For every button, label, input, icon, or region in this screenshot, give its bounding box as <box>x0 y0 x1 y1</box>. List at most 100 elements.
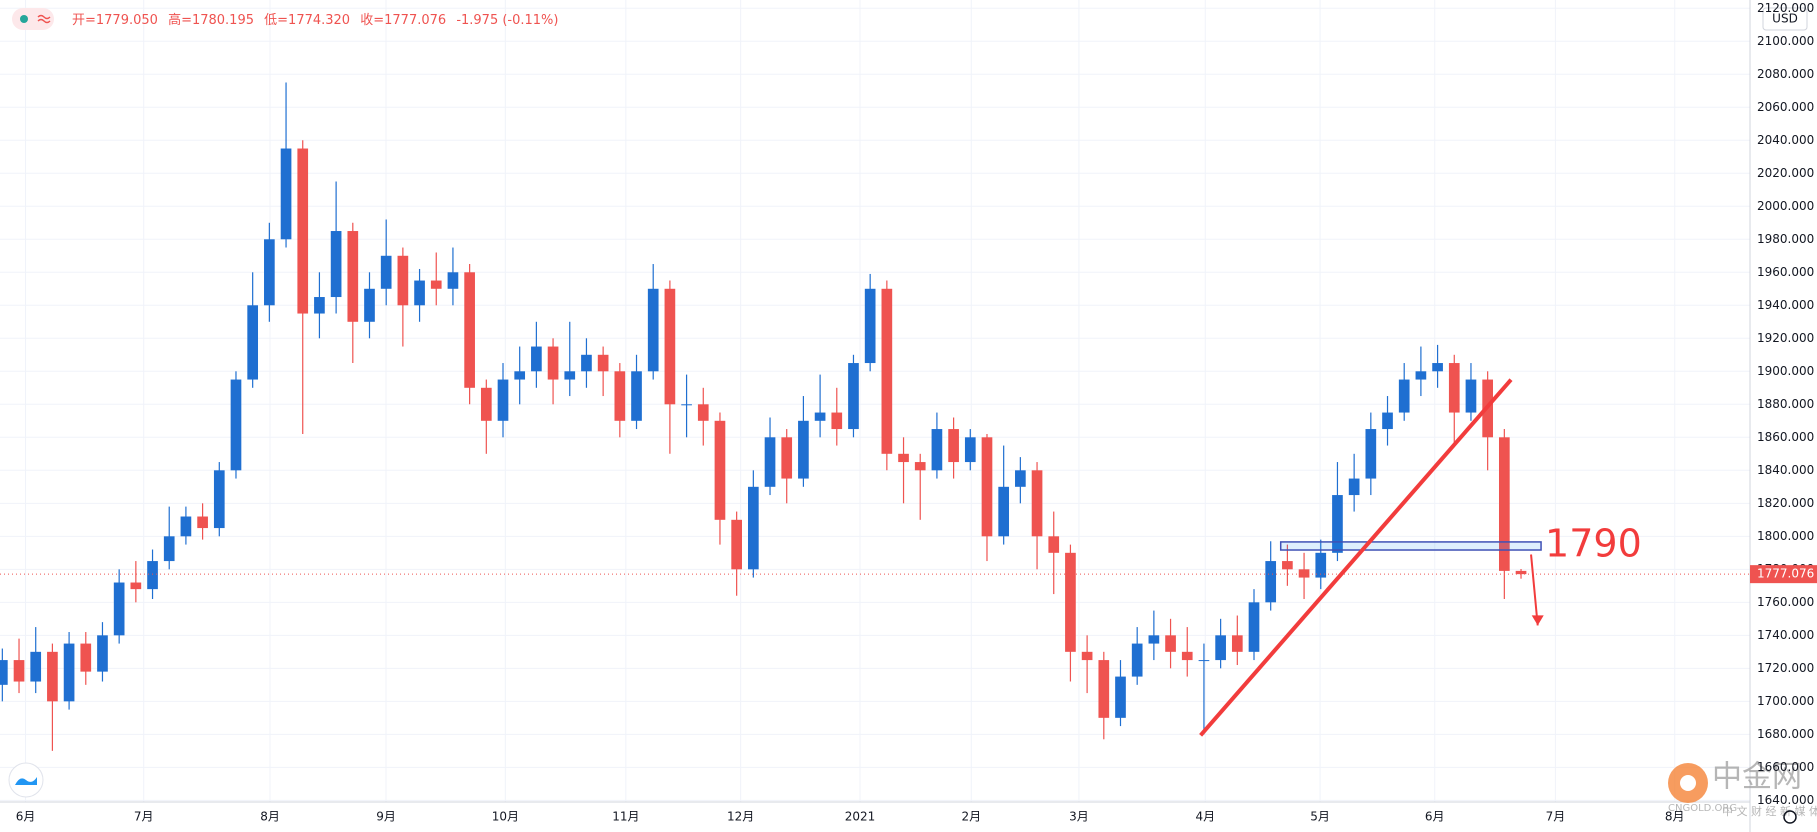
candle-body <box>264 239 275 306</box>
candle-body <box>297 148 309 314</box>
zone-label: 1790 <box>1545 521 1642 565</box>
status-pill[interactable] <box>12 8 54 30</box>
candle-body <box>197 516 208 529</box>
candle-body <box>380 255 392 289</box>
candle-body <box>831 412 843 430</box>
candle-body <box>1332 495 1343 553</box>
trend-line <box>1199 378 1513 737</box>
candle-body <box>914 462 926 471</box>
close-text: 收=1777.076 <box>360 13 446 28</box>
y-tick-label: 1660.000 <box>1757 760 1814 774</box>
y-tick-label: 2120.000 <box>1757 1 1814 15</box>
y-tick-label: 2020.000 <box>1757 166 1814 180</box>
candle-body <box>1432 363 1443 372</box>
settings-button[interactable] <box>1783 810 1797 824</box>
y-tick-label: 1820.000 <box>1757 496 1814 510</box>
y-tick-label: 2080.000 <box>1757 67 1814 81</box>
candle-body <box>547 346 559 380</box>
candle-body <box>814 412 826 421</box>
x-tick-label: 2月 <box>961 810 981 824</box>
candle-body <box>764 437 776 487</box>
x-tick-label: 8月 <box>260 810 280 824</box>
y-tick-label: 1880.000 <box>1757 397 1814 411</box>
candle-body <box>497 379 509 421</box>
watermark-slogan: 中 文 财 经 新 媒 体 <box>1722 804 1817 818</box>
y-tick-label: 1960.000 <box>1757 265 1814 279</box>
x-tick-label: 7月 <box>1546 810 1566 824</box>
y-tick-label: 1940.000 <box>1757 298 1814 312</box>
logo <box>8 762 44 798</box>
candle-body <box>631 371 642 421</box>
y-tick-label: 1680.000 <box>1757 727 1814 741</box>
currency-button[interactable]: USD <box>1762 7 1808 31</box>
candle-body <box>1081 651 1093 661</box>
y-tick-label: 2100.000 <box>1757 34 1814 48</box>
candle-body <box>1165 635 1176 652</box>
candle-body <box>1248 602 1260 652</box>
candle-body <box>430 280 442 289</box>
candle-body <box>1282 561 1293 570</box>
candle-body <box>414 280 425 306</box>
candle-body <box>0 660 8 685</box>
candle-body <box>898 453 909 463</box>
candle-body <box>180 516 192 537</box>
candle-body <box>1231 635 1243 652</box>
last-price-label: 1777.076 <box>1757 567 1814 581</box>
currency-label[interactable]: USD <box>1772 12 1798 26</box>
y-tick-label: 1640.000 <box>1757 793 1814 807</box>
y-tick-label: 1860.000 <box>1757 430 1814 444</box>
high-text: 高=1780.195 <box>168 12 254 28</box>
low-text: 低=1774.320 <box>264 13 350 28</box>
y-tick-label: 1840.000 <box>1757 463 1814 477</box>
candle-body <box>464 272 475 388</box>
x-tick-label: 5月 <box>1310 810 1330 824</box>
y-tick-label: 1900.000 <box>1757 364 1814 378</box>
candle-body <box>781 437 793 479</box>
candle-body <box>697 404 709 421</box>
candle-body <box>13 660 25 682</box>
candle-body <box>964 437 976 463</box>
candle-body <box>147 561 158 590</box>
candle-body <box>1181 651 1193 661</box>
candle-body <box>714 420 726 520</box>
candle-body <box>1265 561 1277 603</box>
candle-body <box>1198 660 1210 662</box>
candle-body <box>314 297 325 314</box>
candle-body <box>1065 552 1076 652</box>
header: 开=1779.050 高=1780.195 低=1774.320 收=1777.… <box>12 8 558 30</box>
arrow-shaft <box>1530 554 1539 626</box>
candle-body <box>531 346 542 372</box>
currency-box[interactable] <box>1762 7 1808 31</box>
candle-body <box>1048 536 1060 553</box>
candle-body <box>1315 552 1327 578</box>
y-tick-label: 1800.000 <box>1757 529 1814 543</box>
candle-body <box>364 288 375 322</box>
candle-body <box>1348 478 1360 496</box>
y-tick-label: 2000.000 <box>1757 199 1814 213</box>
candle-body <box>1148 635 1160 644</box>
candle-body <box>1498 437 1510 571</box>
candle-body <box>1298 569 1310 578</box>
candle-body <box>848 363 859 430</box>
candle-body <box>681 404 692 406</box>
watermark: 中金网 CNGOLD.ORG 中 文 财 经 新 媒 体 <box>1668 760 1817 818</box>
candle-body <box>230 379 242 471</box>
candle-body <box>397 255 409 306</box>
candle-body <box>1515 570 1527 575</box>
candle-body <box>581 354 592 372</box>
candle-body <box>163 536 175 562</box>
candle-body <box>998 486 1010 537</box>
x-tick-label: 6月 <box>1425 810 1445 824</box>
watermark-site: CNGOLD.ORG <box>1668 803 1737 814</box>
candle-body <box>1031 470 1043 537</box>
candle-body <box>330 231 342 298</box>
x-tick-label: 11月 <box>612 810 639 824</box>
candle-body <box>647 288 659 372</box>
candle-body <box>97 635 108 672</box>
open-text: 开=1779.050 <box>72 13 158 28</box>
candle-body <box>347 231 359 322</box>
candle-body <box>614 371 626 421</box>
candle-body <box>47 651 58 702</box>
